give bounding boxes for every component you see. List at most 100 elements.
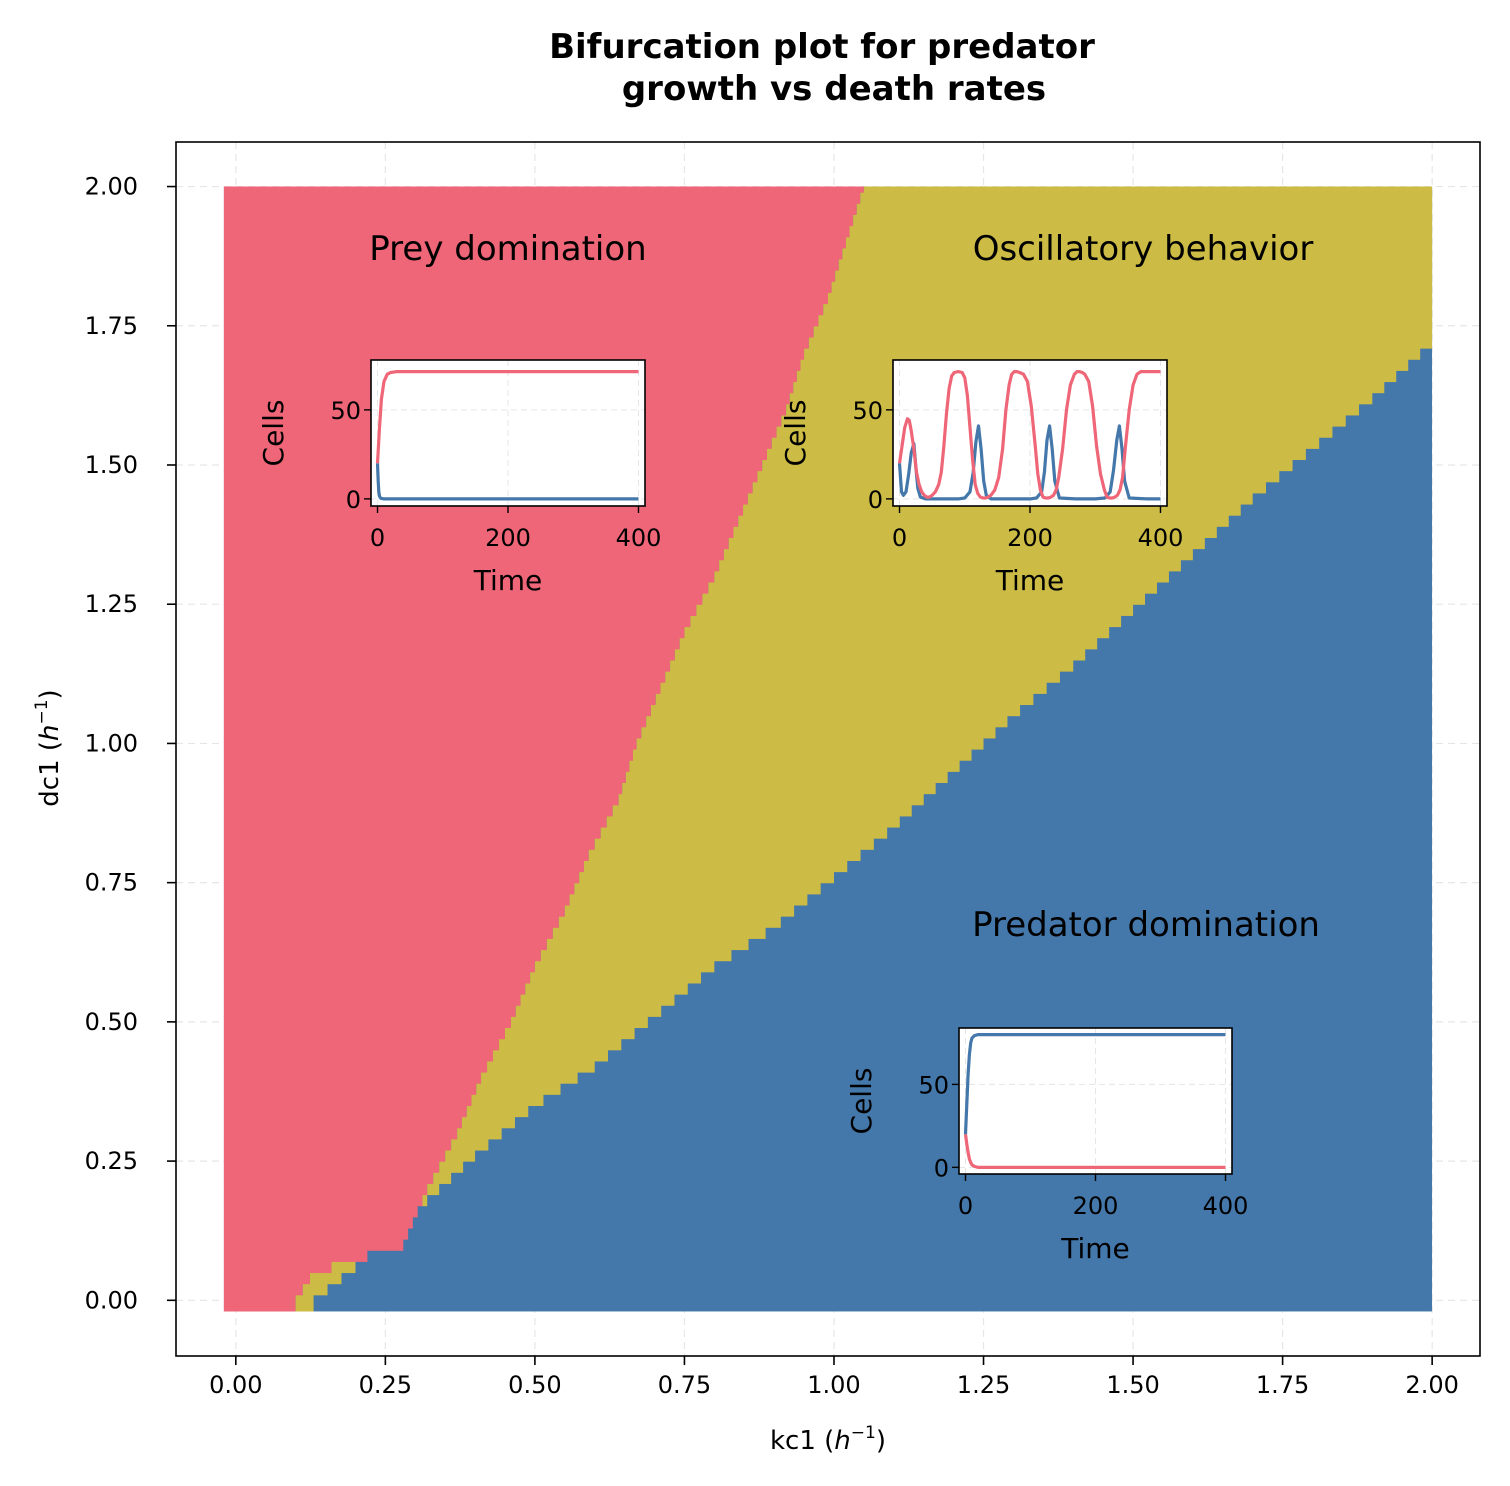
oscillatory-cell-row — [665, 671, 1060, 683]
oscillatory-cell-row — [309, 1272, 342, 1285]
prey-domination-cell-row — [223, 715, 647, 728]
oscillatory-cell-row — [461, 1116, 515, 1129]
oscillatory-cell-row — [471, 1094, 544, 1107]
oscillatory-cell-row — [831, 281, 1433, 293]
oscillatory-cell-row — [564, 904, 795, 917]
region-label-oscillatory: Oscillatory behavior — [973, 229, 1314, 269]
prey-domination-cell-row — [223, 303, 824, 316]
inset-x-tick-label: 400 — [1138, 524, 1184, 552]
x-tick-label: 0.00 — [209, 1371, 262, 1399]
prey-domination-cell-row — [223, 1016, 511, 1029]
x-axis-label-close: ) — [876, 1426, 886, 1456]
bifurcation-regions — [223, 186, 1433, 1312]
inset-y-label: Cells — [845, 1068, 878, 1135]
prey-domination-cell-row — [223, 637, 680, 650]
oscillatory-cell-row — [520, 994, 675, 1006]
prey-domination-cell-row — [223, 704, 651, 717]
inset-y-tick-label: 50 — [330, 397, 361, 425]
y-axis-label-close: ) — [35, 689, 65, 699]
y-tick-label: 0.75 — [85, 869, 138, 897]
oscillatory-cell-row — [804, 348, 1421, 360]
prey-domination-cell-row — [223, 904, 565, 917]
oscillatory-cell-row — [655, 693, 1034, 706]
prey-domination-cell-row — [223, 860, 584, 873]
prey-domination-cell-row — [223, 1294, 296, 1307]
x-tick-label: 1.75 — [1256, 1371, 1309, 1399]
prey-domination-cell-row — [223, 292, 828, 305]
prey-domination-cell-row — [223, 1071, 482, 1084]
prey-domination-cell-row — [223, 314, 819, 327]
prey-domination-cell-row — [223, 1205, 418, 1218]
oscillatory-cell-row — [295, 1305, 314, 1312]
oscillatory-cell-row — [679, 637, 1098, 650]
prey-domination-cell-row — [223, 737, 637, 750]
prey-domination-cell-row — [223, 247, 843, 260]
prey-domination-cell-row — [223, 548, 724, 561]
prey-domination-cell-row — [223, 1038, 500, 1051]
oscillatory-cell-row — [728, 537, 1205, 550]
oscillatory-cell-row — [525, 982, 688, 995]
inset-y-tick-label: 0 — [934, 1154, 949, 1182]
prey-domination-cell-row — [223, 1239, 404, 1251]
oscillatory-cell-row — [510, 1016, 648, 1029]
plot-frame — [175, 141, 1481, 1357]
oscillatory-cell-row — [606, 815, 900, 828]
oscillatory-cell-row — [451, 1138, 489, 1151]
oscillatory-cell-row — [743, 503, 1241, 516]
prey-domination-cell-row — [223, 1194, 423, 1207]
oscillatory-cell-row — [670, 659, 1074, 672]
oscillatory-cell-row — [853, 214, 1433, 227]
oscillatory-cell-row — [499, 1038, 622, 1051]
oscillatory-cell-row — [660, 682, 1047, 694]
prey-domination-cell-row — [223, 214, 854, 227]
prey-domination-cell-row — [223, 804, 613, 817]
inset-y-label: Cells — [779, 400, 812, 467]
oscillatory-cell-row — [427, 1183, 440, 1196]
prey-domination-cell-row — [223, 1183, 428, 1196]
oscillatory-cell-row — [433, 1172, 452, 1184]
oscillatory-cell-row — [719, 559, 1181, 572]
inset-x-tick-label: 400 — [1203, 1192, 1249, 1220]
prey-domination-cell-row — [223, 826, 601, 839]
prey-domination-cell-row — [223, 1083, 477, 1095]
inset-plot-1: 0 200 400 0 50 Time Cells — [257, 359, 662, 597]
prey-domination-cell-row — [223, 693, 656, 706]
x-tick-label: 0.75 — [658, 1371, 711, 1399]
oscillatory-cell-row — [331, 1261, 356, 1274]
oscillatory-cell-row — [629, 760, 960, 772]
inset-x-tick-label: 400 — [616, 524, 662, 552]
region-label-prey: Prey domination — [369, 229, 646, 269]
prey-domination-cell-row — [223, 1105, 467, 1118]
prey-domination-cell-row — [223, 815, 607, 828]
prey-domination-cell-row — [223, 659, 671, 672]
oscillatory-cell-row — [674, 648, 1086, 661]
prey-domination-cell-row — [223, 916, 559, 928]
oscillatory-cell-row — [302, 1283, 328, 1296]
prey-domination-cell-row — [223, 994, 521, 1006]
oscillatory-cell-row — [641, 726, 996, 739]
oscillatory-cell-row — [632, 749, 972, 761]
inset-y-tick-label: 0 — [346, 486, 361, 514]
prey-domination-cell-row — [223, 749, 633, 761]
oscillatory-cell-row — [856, 203, 1433, 215]
oscillatory-cell-row — [534, 960, 715, 973]
prey-domination-cell-row — [223, 671, 666, 683]
prey-domination-cell-row — [223, 971, 531, 984]
inset-y-tick-label: 0 — [868, 486, 883, 514]
oscillatory-cell-row — [849, 225, 1433, 238]
oscillatory-cell-row — [818, 314, 1433, 327]
inset-x-tick-label: 0 — [370, 524, 385, 552]
oscillatory-cell-row — [828, 292, 1433, 305]
oscillatory-cell-row — [600, 826, 888, 839]
oscillatory-cell-row — [625, 771, 948, 784]
oscillatory-cell-row — [540, 949, 732, 962]
x-tick-label: 1.00 — [807, 1371, 860, 1399]
oscillatory-cell-row — [445, 1149, 476, 1162]
prey-domination-cell-row — [223, 1094, 472, 1107]
oscillatory-cell-row — [558, 916, 781, 928]
prey-domination-cell-row — [223, 893, 570, 906]
oscillatory-cell-row — [733, 526, 1217, 538]
inset-x-tick-label: 0 — [958, 1192, 973, 1220]
prey-domination-cell-row — [223, 871, 580, 884]
